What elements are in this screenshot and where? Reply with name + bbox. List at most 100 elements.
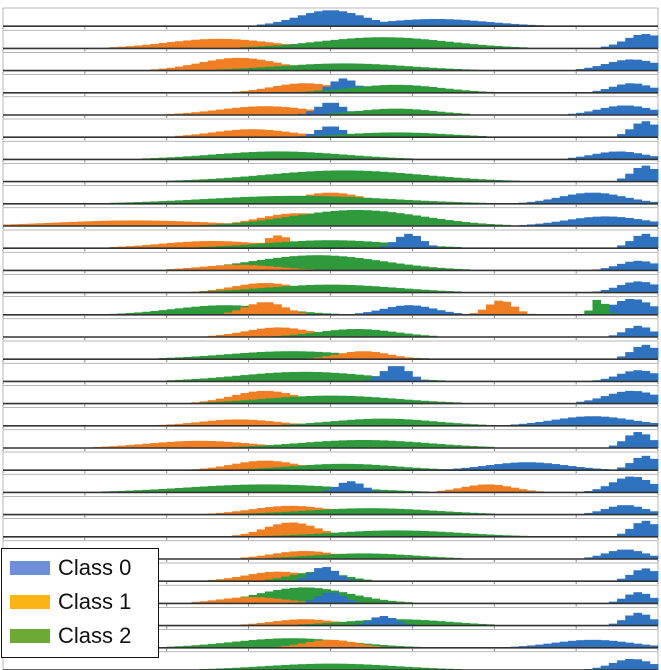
histogram-bar bbox=[436, 176, 446, 182]
histogram-bar bbox=[265, 45, 274, 49]
histogram-bar bbox=[649, 555, 659, 559]
histogram-bar bbox=[371, 352, 381, 360]
histogram-bar bbox=[445, 112, 454, 115]
histogram-bar bbox=[273, 66, 282, 71]
legend-item-class-2: Class 2 bbox=[10, 623, 131, 649]
histogram-bar bbox=[191, 134, 200, 138]
histogram-bar bbox=[314, 129, 323, 138]
histogram-bar bbox=[289, 396, 299, 404]
histogram-bar bbox=[183, 645, 192, 648]
histogram-bar bbox=[256, 460, 266, 471]
histogram-bar bbox=[248, 461, 258, 471]
histogram-bar bbox=[600, 378, 610, 382]
histogram-bar bbox=[379, 21, 389, 27]
histogram-bar bbox=[387, 262, 397, 271]
histogram-bar bbox=[215, 246, 225, 249]
histogram-bar bbox=[224, 419, 233, 426]
histogram-bar bbox=[174, 357, 184, 360]
histogram-bar bbox=[617, 196, 626, 204]
histogram-bar bbox=[265, 129, 274, 138]
histogram-bar bbox=[379, 530, 389, 537]
histogram-bar bbox=[322, 63, 331, 71]
histogram-bar bbox=[404, 199, 413, 204]
histogram-bar bbox=[281, 217, 290, 226]
histogram-bar bbox=[289, 172, 299, 182]
histogram-bar bbox=[199, 222, 209, 226]
histogram-bar bbox=[649, 124, 659, 138]
histogram-bar bbox=[592, 639, 602, 648]
histogram-bar bbox=[215, 441, 225, 448]
histogram-bar bbox=[428, 308, 438, 315]
histogram-bar bbox=[305, 213, 315, 226]
histogram-bar bbox=[633, 83, 643, 93]
histogram-bar bbox=[224, 58, 233, 71]
histogram-bar bbox=[363, 156, 372, 160]
histogram-bar bbox=[314, 486, 323, 493]
histogram-bar bbox=[608, 506, 618, 515]
histogram-bar bbox=[314, 441, 323, 448]
histogram-bar bbox=[355, 240, 364, 249]
histogram-bar bbox=[134, 45, 143, 49]
histogram-bar bbox=[355, 464, 364, 471]
histogram-bar bbox=[625, 549, 634, 559]
histogram-bar bbox=[273, 578, 282, 582]
histogram-bar bbox=[305, 42, 315, 49]
histogram-bar bbox=[338, 440, 348, 448]
histogram-bar bbox=[224, 265, 233, 271]
histogram-bar bbox=[363, 396, 372, 404]
histogram-bar bbox=[224, 38, 233, 49]
histogram-bar bbox=[641, 509, 651, 515]
histogram-bar bbox=[346, 593, 356, 604]
histogram-bar bbox=[576, 218, 585, 226]
histogram-bar bbox=[224, 130, 233, 138]
histogram-bar bbox=[174, 441, 184, 448]
histogram-bar bbox=[248, 329, 258, 337]
histogram-bar bbox=[215, 154, 225, 160]
histogram-bar bbox=[617, 598, 626, 604]
histogram-bar bbox=[142, 44, 151, 49]
histogram-bar bbox=[224, 241, 233, 249]
histogram-bar bbox=[625, 435, 634, 448]
histogram-bar bbox=[600, 193, 610, 204]
histogram-bar bbox=[330, 39, 340, 49]
histogram-bar bbox=[330, 240, 340, 249]
histogram-bar bbox=[248, 90, 258, 93]
histogram-bar bbox=[207, 178, 217, 182]
histogram-bar bbox=[273, 421, 282, 426]
histogram-bar bbox=[420, 510, 430, 515]
histogram-bar bbox=[625, 298, 634, 315]
histogram-bar bbox=[281, 107, 290, 115]
histogram-bar bbox=[256, 666, 266, 670]
histogram-bar bbox=[314, 351, 323, 360]
histogram-bar bbox=[248, 399, 258, 404]
histogram-bar bbox=[330, 113, 340, 115]
histogram-bar bbox=[649, 619, 659, 626]
histogram-bar bbox=[281, 484, 290, 493]
histogram-bar bbox=[396, 108, 405, 115]
histogram-bar bbox=[305, 371, 315, 382]
histogram-bar bbox=[396, 20, 405, 27]
histogram-bar bbox=[338, 196, 348, 204]
histogram-bar bbox=[199, 111, 209, 115]
histogram-bar bbox=[297, 43, 307, 49]
histogram-bar bbox=[387, 157, 397, 160]
histogram-bar bbox=[633, 432, 643, 448]
histogram-bar bbox=[265, 174, 274, 182]
histogram-bar bbox=[346, 352, 356, 360]
histogram-bar bbox=[256, 352, 266, 360]
histogram-bar bbox=[396, 332, 405, 337]
histogram-bar bbox=[265, 665, 274, 670]
histogram-bar bbox=[641, 107, 651, 115]
histogram-bar bbox=[330, 592, 340, 604]
histogram-bar bbox=[256, 302, 266, 315]
histogram-bar bbox=[248, 443, 258, 448]
histogram-bar bbox=[265, 445, 274, 448]
histogram-bar bbox=[396, 490, 405, 493]
histogram-bar bbox=[543, 222, 552, 226]
histogram-bar bbox=[371, 530, 381, 537]
histogram-bar bbox=[633, 219, 643, 226]
histogram-bar bbox=[232, 245, 241, 249]
histogram-bar bbox=[633, 477, 643, 493]
histogram-bar bbox=[576, 401, 585, 404]
histogram-bar bbox=[314, 533, 323, 537]
